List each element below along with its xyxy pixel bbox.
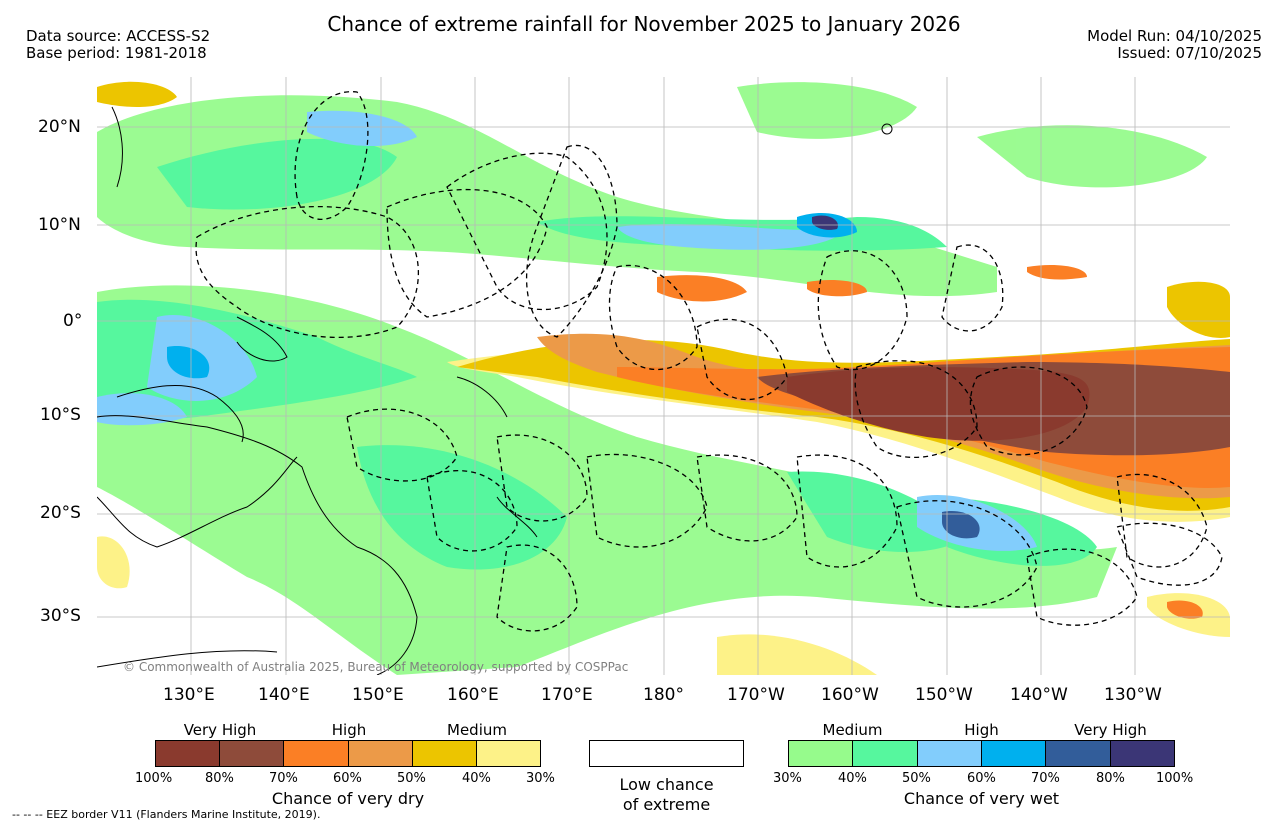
lon-label-150w: 150°W	[915, 685, 973, 705]
copyright-notice: © Commonwealth of Australia 2025, Bureau…	[123, 660, 629, 674]
lon-label-150e: 150°E	[352, 685, 404, 705]
dry-pct-60: 60%	[333, 771, 362, 786]
data-source: Data source: ACCESS-S2	[26, 27, 211, 45]
wet-pct-30: 30%	[773, 771, 802, 786]
wet-level-medium: Medium	[822, 721, 883, 739]
dry-pct-50: 50%	[397, 771, 426, 786]
dry-level-medium: Medium	[447, 721, 507, 739]
dry-swatch-5	[476, 741, 541, 766]
lon-label-140w: 140°W	[1010, 685, 1068, 705]
dry-level-high: High	[331, 721, 367, 739]
eez-borders	[195, 91, 1223, 632]
lon-label-160w: 160°W	[821, 685, 879, 705]
lon-label-170e: 170°E	[541, 685, 593, 705]
dry-swatch-1	[220, 741, 285, 766]
lon-label-160e: 160°E	[447, 685, 499, 705]
wet-pct-100: 100%	[1156, 771, 1194, 786]
wet-swatch-0	[789, 741, 854, 766]
wet-swatch-5	[1110, 741, 1174, 766]
dry-pct-100: 100%	[135, 771, 173, 786]
dry-pct-70: 70%	[269, 771, 298, 786]
wet-swatch-3	[981, 741, 1047, 766]
low-chance-line1: Low chance	[619, 775, 714, 794]
lon-label-140e: 140°E	[258, 685, 310, 705]
issued-date: Issued: 07/10/2025	[1117, 44, 1262, 62]
dry-swatch-4	[412, 741, 477, 766]
lon-label-180: 180°	[643, 685, 684, 705]
lon-label-130e: 130°E	[163, 685, 215, 705]
lat-label-20s: 20°S	[40, 503, 81, 523]
dry-swatch-0	[156, 741, 221, 766]
map-title: Chance of extreme rainfall for November …	[327, 12, 961, 36]
lon-label-130w: 130°W	[1104, 685, 1162, 705]
low-chance-line2: of extreme	[622, 795, 711, 814]
dry-pct-30: 30%	[526, 771, 555, 786]
graticule	[97, 77, 1230, 675]
wet-pct-60: 60%	[967, 771, 996, 786]
rainfall-map	[97, 77, 1230, 675]
wet-pct-80: 80%	[1096, 771, 1125, 786]
dry-pct-40: 40%	[462, 771, 491, 786]
low-chance-swatch	[589, 740, 744, 767]
lat-label-10s: 10°S	[40, 405, 81, 425]
dry-swatch-3	[348, 741, 413, 766]
hawaii-island	[881, 123, 893, 135]
dry-swatch-2	[284, 741, 349, 766]
wet-swatch-1	[853, 741, 918, 766]
base-period: Base period: 1981-2018	[26, 44, 207, 62]
lat-label-10n: 10°N	[38, 215, 81, 235]
wet-swatch-2	[917, 741, 982, 766]
dry-level-very-high: Very High	[183, 721, 257, 739]
dry-colorbar	[155, 740, 541, 767]
wet-level-very-high: Very High	[1074, 721, 1147, 739]
wet-level-high: High	[964, 721, 999, 739]
lat-label-equator: 0°	[63, 311, 83, 331]
model-run: Model Run: 04/10/2025	[1087, 27, 1262, 45]
wet-caption: Chance of very wet	[903, 789, 1060, 808]
dry-caption: Chance of very dry	[271, 789, 425, 808]
dry-pct-80: 80%	[205, 771, 234, 786]
lat-label-20n: 20°N	[38, 117, 81, 137]
wet-colorbar	[788, 740, 1175, 767]
wet-pct-70: 70%	[1031, 771, 1060, 786]
lon-label-170w: 170°W	[727, 685, 785, 705]
wet-swatch-4	[1046, 741, 1111, 766]
eez-footnote: -- -- -- EEZ border V11 (Flanders Marine…	[12, 808, 321, 821]
wet-pct-40: 40%	[838, 771, 867, 786]
lat-label-30s: 30°S	[40, 606, 81, 626]
coastlines	[97, 106, 538, 675]
wet-pct-50: 50%	[902, 771, 931, 786]
